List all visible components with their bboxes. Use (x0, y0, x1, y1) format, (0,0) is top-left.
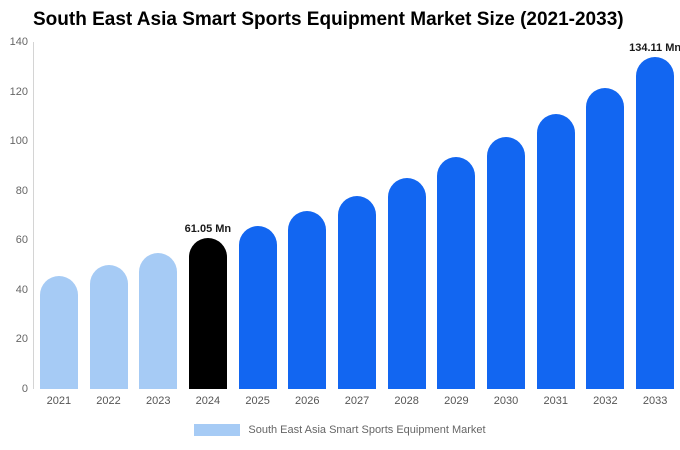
x-axis-label: 2033 (642, 395, 668, 407)
legend: South East Asia Smart Sports Equipment M… (0, 424, 680, 436)
bar-zone: 134.11 Mn (629, 42, 680, 389)
bar-chart: 0 20 40 60 80 100 120 140 2021 2022 2023 61.05 Mn 2… (0, 36, 680, 411)
bar-zone (581, 42, 631, 389)
bar-zone (332, 42, 382, 389)
bar-2027 (337, 195, 376, 389)
bar-column-2028: 2028 (382, 42, 432, 411)
bar-zone (282, 42, 332, 389)
bar-zone (84, 42, 134, 389)
y-axis-tick-label: 100 (9, 135, 28, 148)
x-axis-label: 2031 (543, 395, 568, 407)
bar-column-2031: 2031 (531, 42, 581, 411)
bar-column-2027: 2027 (332, 42, 382, 411)
bar-2023 (139, 252, 178, 389)
bar-zone: 61.05 Mn (183, 42, 233, 389)
y-axis-tick-label: 60 (15, 234, 28, 247)
y-axis-tick-label: 80 (15, 184, 28, 197)
bar-column-2024: 61.05 Mn 2024 (183, 42, 233, 411)
bar-zone (382, 42, 432, 389)
x-axis-label: 2022 (96, 395, 121, 407)
bar-2031 (536, 113, 575, 389)
bar-2028 (387, 178, 426, 389)
bar-column-2029: 2029 (432, 42, 482, 411)
x-axis-label: 2021 (46, 395, 72, 407)
x-axis-label: 2032 (593, 395, 618, 407)
bar-zone (133, 42, 183, 389)
x-axis-label: 2030 (493, 395, 519, 407)
y-axis-tick-label: 20 (15, 333, 28, 346)
bar-2032 (586, 87, 625, 389)
legend-swatch (194, 424, 241, 436)
y-axis-tick-label: 40 (15, 283, 28, 296)
x-axis-label: 2026 (295, 395, 320, 407)
y-axis-tick-label: 120 (9, 85, 28, 98)
bar-column-2033: 134.11 Mn 2033 (629, 42, 680, 411)
bar-2022 (89, 265, 128, 389)
x-axis-label: 2029 (444, 395, 469, 407)
x-axis-label: 2028 (394, 395, 419, 407)
y-axis-tick-label: 0 (21, 383, 28, 395)
bar-column-2030: 2030 (481, 42, 531, 411)
x-axis-label: 2027 (344, 395, 370, 407)
bar-zone (34, 42, 84, 389)
bar-2021 (39, 276, 78, 389)
x-axis-label: 2025 (245, 395, 270, 407)
y-axis-tick-label: 140 (9, 36, 28, 48)
chart-title: South East Asia Smart Sports Equipment M… (33, 9, 624, 30)
legend-label: South East Asia Smart Sports Equipment M… (248, 424, 486, 436)
plot-area: 2021 2022 2023 61.05 Mn 2024 2025 2026 2027 2028… (34, 42, 680, 411)
bar-column-2022: 2022 (84, 42, 134, 411)
y-axis: 0 20 40 60 80 100 120 140 (0, 36, 28, 395)
bar-zone (481, 42, 531, 389)
bar-2033 (636, 57, 675, 389)
bar-column-2026: 2026 (282, 42, 332, 411)
bar-2029 (437, 157, 476, 389)
bar-column-2032: 2032 (581, 42, 631, 411)
bar-zone (233, 42, 283, 389)
x-axis-label: 2024 (195, 395, 221, 407)
bar-column-2025: 2025 (233, 42, 283, 411)
y-axis-line (33, 42, 34, 389)
bar-column-2023: 2023 (133, 42, 183, 411)
bar-value-label: 134.11 Mn (629, 42, 680, 54)
bar-column-2021: 2021 (34, 42, 84, 411)
bar-2026 (288, 211, 327, 389)
bar-value-label: 61.05 Mn (184, 222, 232, 235)
bar-2030 (487, 137, 526, 389)
x-axis-label: 2023 (145, 395, 171, 407)
bar-2025 (238, 225, 277, 389)
bar-zone (531, 42, 581, 389)
bar-2024 (188, 237, 227, 389)
bar-zone (432, 42, 482, 389)
